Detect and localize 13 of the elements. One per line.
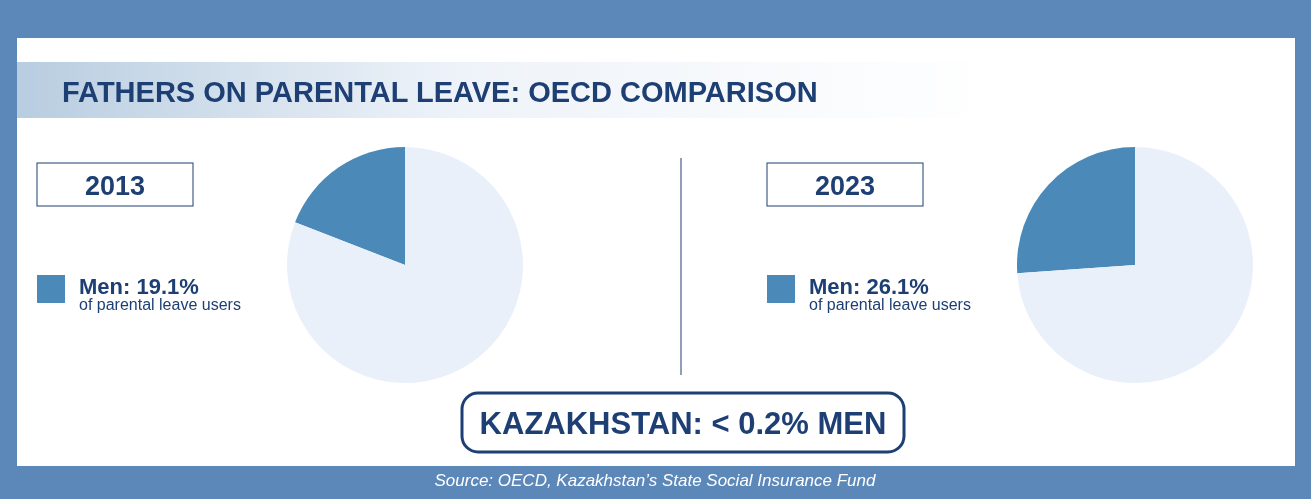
text: 2023 xyxy=(814,171,876,201)
source-note: Source: OECD, Kazakhstan’s State Social Insurance Fund xyxy=(434,471,877,490)
text: 2013 xyxy=(84,171,146,201)
pie-slice xyxy=(1017,147,1253,383)
text: of parental leave users xyxy=(809,296,971,313)
legend-label: Men: 26.1% xyxy=(809,274,929,299)
pie-slice xyxy=(1017,147,1135,274)
legend-label: Men: 19.1% xyxy=(79,274,199,299)
text: KAZAKHSTAN: < 0.2% MEN xyxy=(479,406,887,441)
pie-slice xyxy=(295,147,405,265)
text: of parental leave users xyxy=(79,296,241,313)
pie-slice xyxy=(287,147,523,383)
text: FATHERS ON PARENTAL LEAVE: OECD COMPARISON xyxy=(62,76,818,108)
